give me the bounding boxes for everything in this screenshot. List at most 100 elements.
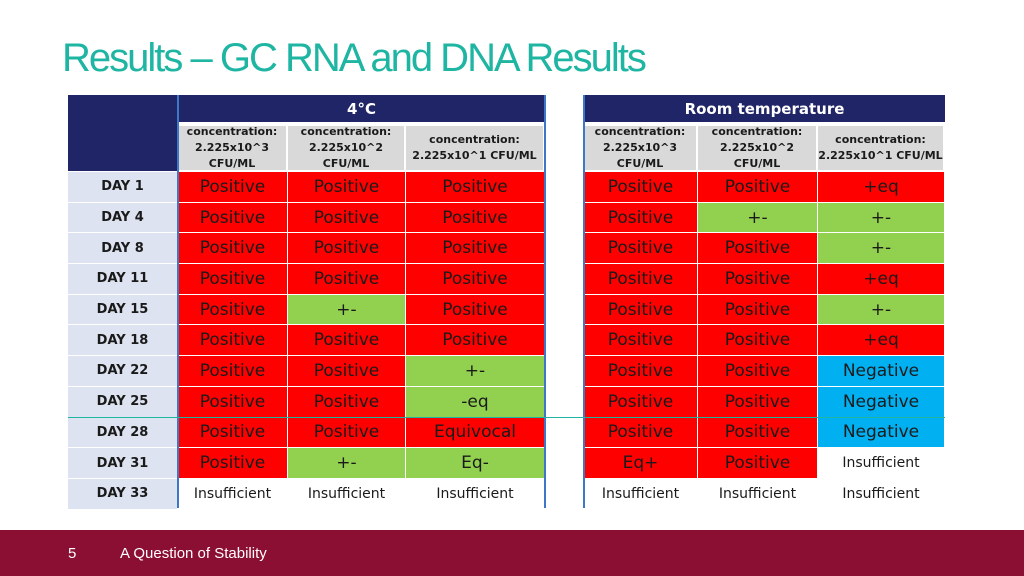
result-cell: Positive <box>584 172 698 203</box>
result-cell: Insufficient <box>406 478 545 510</box>
column-header-line2: 2.225x10^1 CFU/ML <box>818 149 943 162</box>
table-divider-line <box>68 417 945 418</box>
day-label: DAY 4 <box>68 202 177 234</box>
result-cell: Positive <box>406 233 545 265</box>
result-cell: Positive <box>288 356 406 387</box>
results-grid-room-temperature: Positive Positive +eq Positive +- +- Positive P… <box>584 172 945 510</box>
column-header-line1: concentration: <box>594 125 686 138</box>
column-header: concentration: 2.225x10^3 CFU/ML <box>178 125 288 172</box>
result-cell: Positive <box>698 172 818 203</box>
result-cell: Insufficient <box>288 478 406 510</box>
day-label: DAY 18 <box>68 325 177 357</box>
result-cell: Positive <box>584 325 698 357</box>
result-cell: Positive <box>178 172 288 203</box>
day-label: DAY 33 <box>68 478 177 510</box>
day-label: DAY 22 <box>68 356 177 387</box>
result-cell: Positive <box>288 325 406 357</box>
column-header-line1: concentration: <box>300 125 392 138</box>
result-cell: -eq <box>406 386 545 418</box>
result-cell: Positive <box>178 448 288 479</box>
column-header-line1: concentration: <box>711 125 803 138</box>
result-cell: Positive <box>584 417 698 449</box>
result-cell: +- <box>818 294 945 326</box>
footer-bar <box>0 530 1024 576</box>
day-label: DAY 8 <box>68 233 177 265</box>
results-grid-4c: Positive Positive Positive Positive Positive… <box>178 172 545 510</box>
result-cell: Positive <box>406 294 545 326</box>
column-header: concentration: 2.225x10^1 CFU/ML <box>406 126 545 172</box>
column-header: concentration: 2.225x10^2 CFU/ML <box>698 125 818 172</box>
result-cell: Positive <box>698 294 818 326</box>
result-cell: Positive <box>406 172 545 203</box>
column-header: concentration: 2.225x10^1 CFU/ML <box>818 126 945 172</box>
result-cell: Positive <box>698 264 818 295</box>
table-divider-line <box>177 95 179 508</box>
result-cell: Positive <box>178 264 288 295</box>
result-cell: Insufficient <box>818 448 945 479</box>
result-cell: Positive <box>178 294 288 326</box>
slide-title: Results – GC RNA and DNA Results <box>62 36 647 80</box>
column-header: concentration: 2.225x10^2 CFU/ML <box>288 125 406 172</box>
result-cell: Positive <box>698 448 818 479</box>
table-divider-line <box>544 95 546 508</box>
column-header-line1: concentration: <box>835 133 926 146</box>
column-header: concentration: 2.225x10^3 CFU/ML <box>584 125 698 172</box>
result-cell: Positive <box>584 264 698 295</box>
result-cell: +- <box>406 356 545 387</box>
group-header-room-temperature: Room temperature <box>584 95 945 125</box>
result-cell: Negative <box>818 386 945 418</box>
result-cell: +eq <box>818 264 945 295</box>
result-cell: Negative <box>818 417 945 449</box>
table-corner-block <box>68 95 177 171</box>
result-cell: Equivocal <box>406 417 545 449</box>
result-cell: Positive <box>288 233 406 265</box>
result-cell: Positive <box>584 386 698 418</box>
column-header-line2: 2.225x10^2 CFU/ML <box>308 141 384 170</box>
result-cell: Positive <box>698 386 818 418</box>
result-cell: +eq <box>818 325 945 357</box>
result-cell: Positive <box>406 202 545 234</box>
result-cell: Positive <box>288 202 406 234</box>
result-cell: Positive <box>584 294 698 326</box>
result-cell: Positive <box>584 202 698 234</box>
result-cell: +- <box>818 233 945 265</box>
result-cell: Positive <box>288 386 406 418</box>
result-cell: Positive <box>178 386 288 418</box>
day-label: DAY 15 <box>68 294 177 326</box>
result-cell: Positive <box>406 325 545 357</box>
result-cell: Positive <box>178 202 288 234</box>
page-number: 5 <box>68 545 77 562</box>
result-cell: Positive <box>288 264 406 295</box>
result-cell: Positive <box>178 417 288 449</box>
result-cell: +- <box>288 294 406 326</box>
column-header-line1: concentration: <box>186 125 278 138</box>
footer-text: A Question of Stability <box>120 545 267 562</box>
result-cell: Insufficient <box>584 478 698 510</box>
day-label: DAY 11 <box>68 264 177 295</box>
result-cell: Insufficient <box>178 478 288 510</box>
table-divider-line <box>583 95 585 508</box>
group-header-4c: 4°C <box>178 95 545 125</box>
result-cell: Insufficient <box>698 478 818 510</box>
result-cell: Eq- <box>406 448 545 479</box>
result-cell: Positive <box>698 233 818 265</box>
result-cell: Positive <box>406 264 545 295</box>
result-cell: Eq+ <box>584 448 698 479</box>
column-header-line1: concentration: <box>429 133 520 146</box>
result-cell: Positive <box>178 325 288 357</box>
result-cell: Positive <box>698 417 818 449</box>
result-cell: +- <box>818 202 945 234</box>
result-cell: Positive <box>178 233 288 265</box>
day-label: DAY 1 <box>68 172 177 203</box>
column-header-line2: 2.225x10^3 CFU/ML <box>194 141 270 170</box>
result-cell: +- <box>698 202 818 234</box>
day-label: DAY 31 <box>68 448 177 479</box>
result-cell: Positive <box>698 356 818 387</box>
result-cell: Negative <box>818 356 945 387</box>
result-cell: Positive <box>288 417 406 449</box>
column-header-line2: 2.225x10^1 CFU/ML <box>412 149 537 162</box>
result-cell: Positive <box>288 172 406 203</box>
day-label-column: DAY 1 DAY 4 DAY 8 DAY 11 DAY 15 DAY 18 DAY 22 D… <box>68 172 177 510</box>
result-cell: Positive <box>584 356 698 387</box>
column-header-line2: 2.225x10^2 CFU/ML <box>719 141 795 170</box>
